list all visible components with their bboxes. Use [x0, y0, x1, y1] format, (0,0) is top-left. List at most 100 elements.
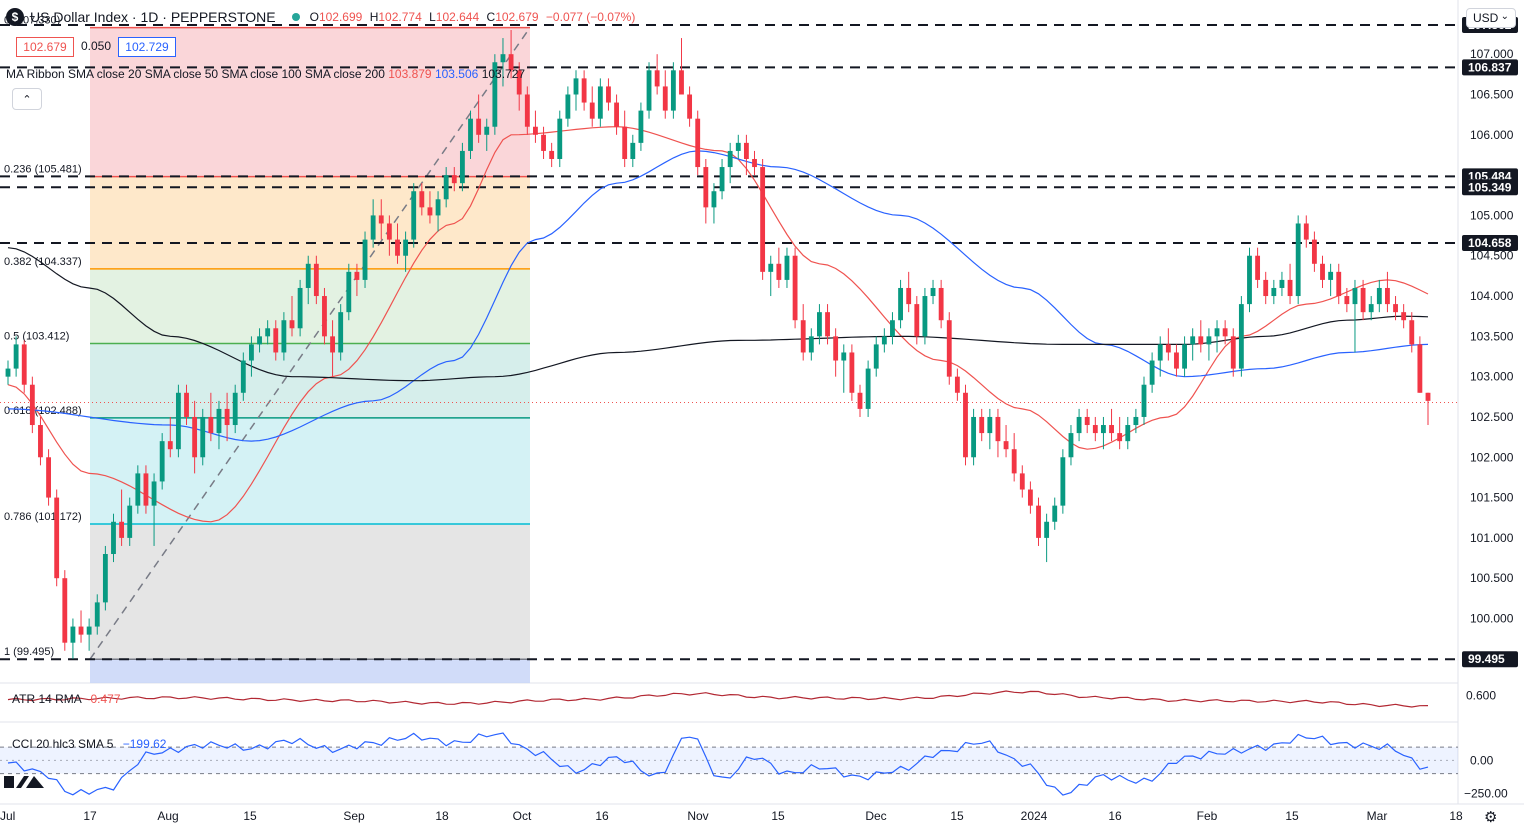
- candle-body: [662, 86, 668, 111]
- candle: [792, 247, 798, 329]
- candle: [995, 408, 1001, 458]
- candle-body: [111, 521, 116, 555]
- price-level-badge: [1462, 59, 1518, 76]
- candle-body: [1344, 296, 1350, 305]
- fib-zone: [90, 659, 530, 683]
- fib-level-label: 0.236 (105.481): [4, 164, 82, 176]
- candle: [1344, 287, 1350, 313]
- candle-body: [1092, 425, 1098, 434]
- candle-body: [1376, 287, 1382, 305]
- candle-body: [573, 78, 579, 95]
- candle: [687, 86, 693, 127]
- candle-body: [484, 126, 490, 135]
- candle: [322, 287, 327, 345]
- market-status-dot-icon[interactable]: [291, 13, 300, 21]
- candle: [1263, 271, 1269, 305]
- ma-ribbon-legend[interactable]: MA Ribbon SMA close 20 SMA close 50 SMA …: [6, 67, 525, 81]
- candle: [21, 340, 27, 393]
- candle-body: [127, 505, 133, 538]
- candle-body: [735, 142, 741, 151]
- candle: [492, 54, 498, 135]
- candle: [695, 110, 701, 176]
- ohlc-high-value: 102.774: [378, 10, 422, 24]
- candle: [395, 223, 400, 264]
- time-tick-label: Sep: [343, 809, 365, 823]
- candle-body: [62, 578, 68, 643]
- candle: [330, 320, 335, 377]
- collapse-legend-button[interactable]: ⌃: [12, 88, 42, 110]
- candle: [1011, 433, 1017, 482]
- candle: [800, 304, 806, 361]
- fib-trend-line: [89, 27, 531, 660]
- candle: [1303, 215, 1309, 248]
- candle-body: [622, 126, 628, 159]
- candle: [403, 231, 409, 272]
- price-level-badge-label: 104.658: [1468, 236, 1512, 250]
- candle: [541, 126, 546, 159]
- gear-icon[interactable]: ⚙: [1484, 809, 1498, 826]
- candle-body: [638, 110, 644, 143]
- candle-body: [403, 239, 409, 256]
- candle-body: [232, 392, 238, 426]
- candle-body: [1019, 473, 1025, 490]
- candle: [427, 191, 433, 224]
- candle-body: [119, 521, 125, 538]
- currency-label: USD: [1473, 11, 1499, 25]
- atr-tick-label: 0.600: [1466, 689, 1496, 703]
- candle-body: [419, 191, 425, 208]
- candle: [1311, 231, 1317, 272]
- candle-body: [954, 376, 960, 393]
- time-tick-label: 15: [771, 809, 785, 823]
- atr-legend[interactable]: ATR 14 RMA 0.477: [12, 692, 121, 706]
- chart-header: $ US Dollar Index · 1D · PEPPERSTONE O10…: [6, 7, 639, 27]
- candle-body: [1425, 392, 1431, 401]
- candle: [1125, 416, 1131, 450]
- candle-body: [216, 408, 222, 434]
- candle-body: [711, 191, 717, 208]
- candle: [1003, 425, 1009, 458]
- candle-body: [338, 312, 344, 353]
- candle-body: [784, 255, 790, 280]
- candle-body: [995, 416, 1001, 442]
- candle-body: [1076, 416, 1082, 434]
- candle: [825, 304, 830, 345]
- candle: [963, 384, 968, 466]
- candle: [606, 78, 611, 111]
- cci-value: −199.62: [122, 737, 167, 751]
- time-tick-label: Oct: [513, 809, 532, 823]
- candle-body: [865, 368, 871, 409]
- cci-legend[interactable]: CCI 20 hlc3 SMA 5 −199.62: [12, 737, 166, 751]
- candle-body: [654, 70, 660, 87]
- candle: [1222, 320, 1228, 345]
- candle-body: [1068, 433, 1074, 458]
- candle: [459, 142, 465, 192]
- currency-selector[interactable]: USD ⌄: [1466, 8, 1516, 28]
- candle: [752, 150, 757, 176]
- sell-price-box[interactable]: 102.679: [16, 37, 74, 57]
- candle-body: [29, 384, 35, 426]
- candle-body: [808, 336, 814, 353]
- candle: [1133, 408, 1139, 434]
- candle: [670, 62, 676, 119]
- candle: [313, 255, 319, 305]
- candle-body: [987, 416, 993, 434]
- fib-level-label: 0.5 (103.412): [4, 330, 69, 342]
- time-tick-label: Dec: [865, 809, 886, 823]
- candle: [841, 344, 847, 393]
- candle: [476, 94, 482, 143]
- candle-body: [435, 199, 441, 216]
- candle-body: [565, 94, 571, 119]
- candle: [662, 70, 668, 119]
- candle-body: [922, 296, 928, 337]
- candle-body: [1238, 304, 1244, 369]
- candle: [70, 618, 76, 659]
- candle: [1036, 497, 1041, 546]
- candle: [1101, 416, 1106, 450]
- buy-price-box[interactable]: 102.729: [118, 37, 176, 57]
- candle: [719, 158, 725, 200]
- candle-body: [159, 441, 165, 482]
- candle-body: [792, 255, 798, 321]
- candle: [711, 183, 717, 224]
